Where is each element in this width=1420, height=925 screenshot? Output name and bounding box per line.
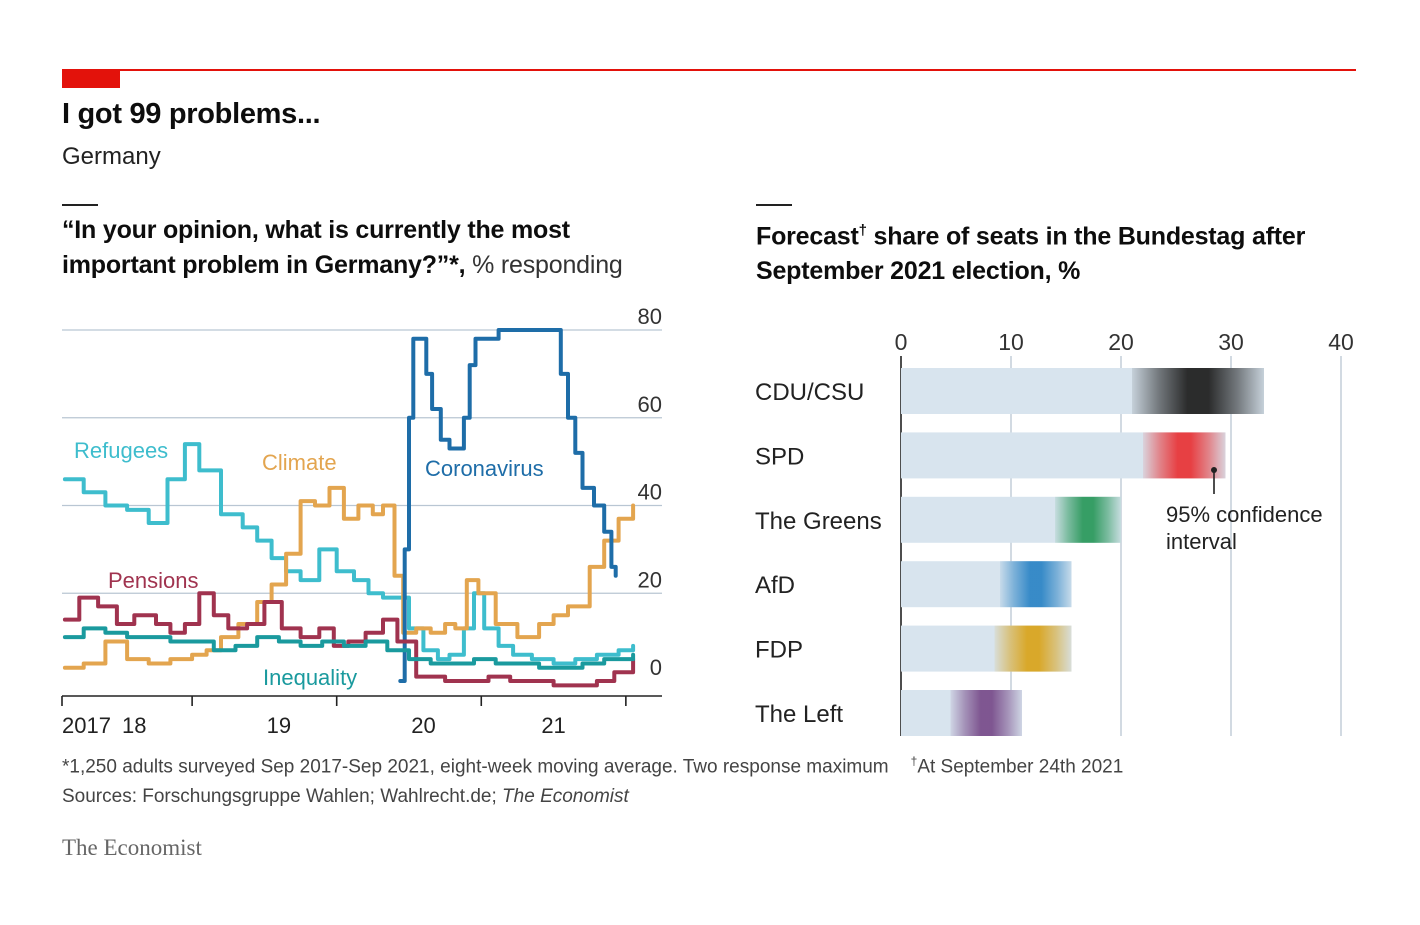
category-label: FDP — [755, 637, 803, 664]
right-panel-title: Forecast† share of seats in the Bundesta… — [756, 213, 1305, 289]
x-tick-label: 19 — [267, 713, 291, 738]
ci-band-cdu-csu — [1132, 368, 1264, 414]
series-label-coronavirus: Coronavirus — [425, 456, 544, 481]
series-line-inequality — [62, 626, 636, 670]
y-tick-label: 20 — [638, 567, 662, 592]
left-panel-title-light: % responding — [465, 251, 623, 279]
annotation-label-line1: 95% confidence — [1166, 502, 1323, 527]
x-tick-label: 18 — [122, 713, 146, 738]
category-label: CDU/CSU — [755, 379, 864, 406]
category-label: SPD — [755, 443, 804, 470]
bar-chart: 0 10 20 30 40 CDU/CSU SPD The Greens AfD FDP The L… — [755, 329, 1354, 736]
left-panel-title-line1: “In your opinion, what is currently the … — [62, 216, 570, 244]
right-panel-title-line2: September 2021 election, % — [756, 257, 1081, 286]
right-panel-title-rest: share of seats in the Bundestag after — [866, 222, 1306, 251]
right-panel-title-word: Forecast — [756, 222, 859, 251]
series-label-pensions: Pensions — [108, 568, 199, 593]
bar-base — [901, 368, 1132, 414]
x-tick-label: 10 — [998, 329, 1024, 355]
category-label: The Left — [755, 701, 843, 728]
sources-italic: The Economist — [502, 786, 629, 807]
series-label-inequality: Inequality — [263, 665, 357, 690]
ci-band-the-greens — [1055, 496, 1121, 543]
bar-base — [901, 432, 1143, 479]
footnote-text: *1,250 adults surveyed Sep 2017-Sep 2021… — [62, 756, 889, 778]
x-tick-label: 20 — [1108, 329, 1134, 355]
y-tick-label: 40 — [638, 480, 662, 505]
page-subtitle: Germany — [62, 143, 161, 170]
category-label: The Greens — [755, 508, 882, 535]
brand-logo: The Economist — [62, 835, 202, 860]
page-title: I got 99 problems... — [62, 98, 321, 130]
right-panel-title-line1: Forecast† share of seats in the Bundesta… — [756, 213, 1305, 254]
ci-band-the-left — [950, 690, 1022, 736]
bar-base — [901, 561, 1000, 608]
left-panel-rule — [62, 204, 98, 206]
series-line-coronavirus — [398, 328, 618, 683]
left-panel-title-bold: important problem in Germany?”*, — [62, 251, 466, 279]
left-panel-title: “In your opinion, what is currently the … — [62, 213, 623, 283]
line-chart: 0 20 40 60 80 2017 18 19 20 21 Refugees Climate Coro… — [61, 304, 662, 738]
category-label: AfD — [755, 572, 795, 599]
footnote-dagger: † — [910, 754, 918, 768]
x-tick-label: 40 — [1328, 329, 1354, 355]
top-red-rule — [62, 69, 1356, 71]
ci-band-fdp — [994, 625, 1072, 672]
footnote: *1,250 adults surveyed Sep 2017-Sep 2021… — [62, 754, 1123, 778]
sources-text: Sources: Forschungsgruppe Wahlen; Wahlre… — [62, 786, 503, 807]
series-label-refugees: Refugees — [74, 438, 168, 463]
x-tick-label: 21 — [541, 713, 565, 738]
footnote-date: At September 24th 2021 — [917, 756, 1124, 778]
x-tick-label: 30 — [1218, 329, 1244, 355]
series-line-climate — [62, 485, 636, 670]
sources: Sources: Forschungsgruppe Wahlen; Wahlre… — [62, 786, 629, 808]
x-tick-label: 20 — [411, 713, 435, 738]
bar-base — [901, 625, 995, 672]
series-label-climate: Climate — [262, 450, 337, 475]
red-tag — [62, 70, 120, 88]
y-tick-label: 0 — [650, 655, 662, 680]
annotation-label-line2: interval — [1166, 529, 1237, 554]
series-line-pensions — [62, 591, 636, 688]
bar-base — [901, 690, 951, 736]
bar-base — [901, 496, 1055, 543]
x-tick-label: 0 — [895, 329, 908, 355]
dagger-mark: † — [858, 222, 867, 239]
x-tick-label: 2017 — [62, 713, 111, 738]
y-tick-label: 60 — [638, 392, 662, 417]
ci-band-afd — [1000, 561, 1072, 608]
y-tick-label: 80 — [638, 304, 662, 329]
right-panel-rule — [756, 204, 792, 206]
left-panel-title-line2: important problem in Germany?”*, % respo… — [62, 248, 623, 283]
series-line-refugees — [62, 442, 636, 666]
